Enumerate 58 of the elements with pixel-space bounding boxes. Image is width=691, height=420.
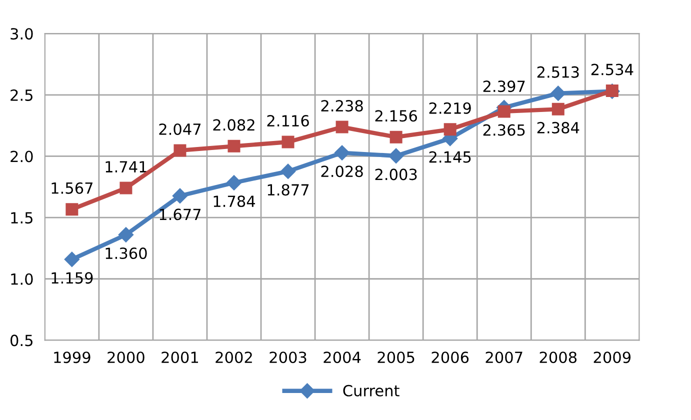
data-label: 2.238 [321,100,363,112]
legend-label: Current [343,384,400,396]
data-label: 1.360 [106,248,147,260]
data-label: 2.219 [429,102,471,114]
y-tick-label: 0.5 [10,334,32,346]
point [552,102,564,116]
data-label: 1.677 [160,208,201,220]
data-label: 1.784 [214,196,256,208]
point [66,203,78,216]
x-tick-label: 2004 [324,352,361,364]
data-label: 2.082 [213,119,254,131]
x-tick-label: 2002 [216,352,252,364]
x-tick-label: 2003 [270,352,306,364]
point [388,148,404,164]
point [550,86,566,101]
point [390,130,402,144]
data-label: 1.159 [52,272,93,284]
point [120,182,132,194]
data-label: 2.145 [429,151,471,163]
data-label: 2.047 [159,123,201,136]
point [172,188,188,204]
x-tick-label: 2000 [108,352,144,364]
x-tick-label: 2007 [486,352,522,364]
x-tick-label: 2005 [378,352,414,364]
point [280,164,296,179]
point [282,136,294,148]
point [444,123,456,136]
point [118,227,134,242]
data-label: 1.741 [106,161,146,172]
data-label: 2.003 [375,168,417,180]
x-tick-label: 2006 [432,352,469,364]
data-label: 1.877 [268,184,309,196]
point [64,252,80,267]
point [226,175,242,190]
y-tick-label: 1.0 [11,273,33,285]
x-tick-label: 2008 [540,352,577,364]
point [334,145,350,160]
x-tick-label: 2001 [162,352,198,364]
point [174,144,186,157]
point [498,105,510,118]
data-label: 2.384 [537,122,580,134]
x-tick-label: 2009 [594,352,631,364]
data-label: 2.156 [375,110,417,122]
point [606,84,618,97]
data-label: 2.028 [321,166,363,178]
y-tick-label: 2.0 [10,150,33,162]
data-label: 2.513 [537,66,579,78]
y-tick-label: 2.5 [10,89,32,101]
data-label: 2.365 [483,124,525,136]
y-tick-label: 1.5 [11,212,32,224]
x-tick-label: 1999 [54,352,90,364]
y-tick-label: 3.0 [10,28,33,40]
data-label: 2.116 [267,114,309,127]
data-label: 2.397 [483,80,525,92]
point [228,140,240,152]
point [336,120,348,134]
data-label: 2.534 [591,64,634,76]
data-label: 1.567 [52,182,92,194]
